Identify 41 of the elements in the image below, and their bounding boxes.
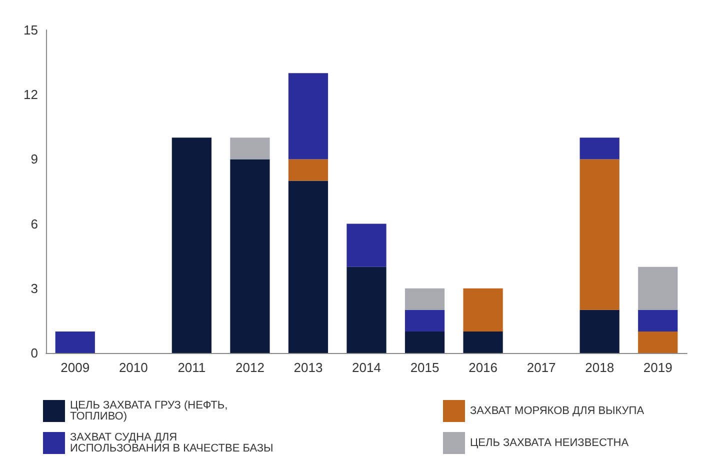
bar: [288, 73, 328, 160]
bar: [55, 331, 95, 353]
legend-label: ЦЕЛЬ ЗАХВАТА ГРУЗ (НЕФТЬ, ТОПЛИВО): [70, 400, 231, 422]
bar: [404, 331, 445, 353]
y-tick-label: 15: [24, 22, 38, 38]
bar: [404, 310, 445, 332]
bar: [346, 266, 386, 353]
bar: [638, 266, 678, 310]
bar: [288, 159, 328, 181]
x-tick-label: 2014: [352, 360, 381, 375]
bar: [172, 138, 212, 353]
y-tick-label: 0: [30, 346, 38, 360]
bar: [580, 310, 620, 353]
bar: [638, 331, 678, 353]
bar: [404, 288, 445, 310]
bar: [580, 138, 620, 160]
x-tick-label: 2016: [468, 360, 498, 375]
bar: [230, 159, 270, 353]
x-tick-label: 2009: [60, 360, 90, 375]
y-tick-label: 9: [30, 152, 38, 167]
x-tick-label: 2018: [585, 360, 614, 375]
bar: [463, 288, 503, 332]
x-tick-label: 2010: [118, 360, 148, 375]
bar: [230, 138, 270, 160]
y-tick-label: 6: [30, 216, 38, 232]
legend-label: ЗАХВАТ МОРЯКОВ ДЛЯ ВЫКУПА: [470, 405, 645, 417]
bar: [463, 331, 503, 353]
x-tick-label: 2015: [410, 360, 440, 375]
legend-label: ЗАХВАТ СУДНА ДЛЯ ИСПОЛЬЗОВАНИЯ В КАЧЕСТВЕ БАЗЫ: [70, 432, 274, 454]
bar: [288, 180, 328, 353]
bar: [580, 159, 620, 310]
y-tick-label: 12: [24, 87, 38, 102]
y-tick-label: 3: [30, 280, 38, 296]
x-tick-label: 2011: [178, 360, 206, 375]
bar: [638, 310, 678, 332]
x-tick-label: 2019: [643, 360, 672, 375]
x-tick-label: 2012: [235, 360, 264, 375]
x-tick-label: 2017: [526, 360, 556, 375]
bar: [346, 224, 386, 267]
x-tick-label: 2013: [294, 360, 323, 375]
legend-label: ЦЕЛЬ ЗАХВАТА НЕИЗВЕСТНА: [470, 437, 630, 449]
